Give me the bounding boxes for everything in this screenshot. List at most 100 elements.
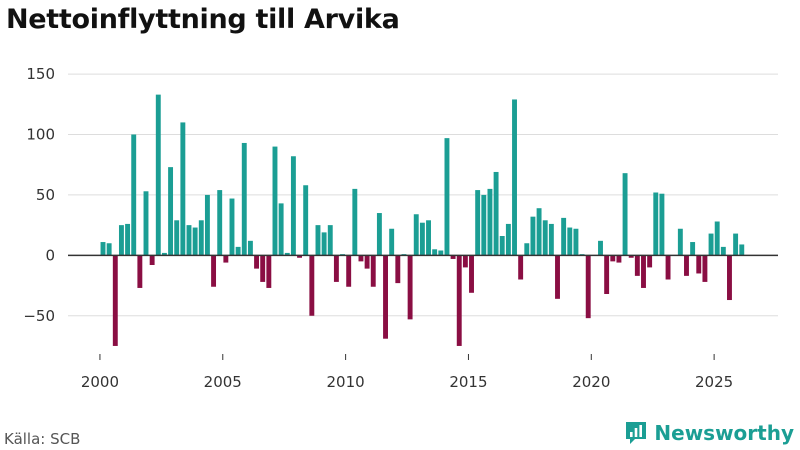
bar [370, 255, 376, 287]
bar [438, 250, 444, 256]
bar [696, 255, 702, 274]
bar [499, 236, 505, 256]
bar [493, 171, 499, 256]
y-tick-label: 100 [26, 126, 55, 144]
bar [561, 217, 567, 256]
bar [272, 146, 278, 256]
bar [653, 192, 659, 256]
x-tick-label: 2010 [327, 373, 365, 391]
gridlines [68, 73, 778, 317]
bar [376, 213, 382, 256]
bar [432, 249, 438, 256]
bar [505, 223, 511, 256]
bar [481, 194, 487, 256]
bar [100, 242, 106, 256]
axes [68, 254, 778, 360]
bar [186, 225, 192, 256]
bar [548, 223, 554, 256]
bar [727, 255, 732, 301]
bar [118, 225, 124, 256]
bar [229, 198, 235, 256]
bar [346, 255, 352, 287]
bar [383, 255, 388, 339]
bar [518, 255, 524, 280]
bar [714, 221, 720, 256]
brand-name: Newsworthy [654, 421, 794, 445]
bar [112, 255, 118, 346]
bar [174, 220, 180, 256]
bar [315, 225, 321, 256]
bar [487, 188, 493, 256]
bar [677, 228, 683, 256]
bar [641, 255, 646, 288]
bar [333, 255, 339, 282]
bar [161, 252, 167, 256]
bar [585, 255, 591, 319]
source-note: Källa: SCB [4, 430, 81, 448]
bar [413, 214, 419, 256]
bar [168, 167, 174, 256]
bar [462, 255, 468, 268]
bar [352, 188, 358, 256]
bar [665, 255, 671, 280]
bar [260, 255, 266, 282]
bar [198, 220, 204, 256]
bar [303, 185, 309, 256]
newsworthy-logo-icon [626, 422, 647, 444]
bar [266, 255, 272, 288]
bar [659, 193, 665, 256]
y-tick-label: 0 [45, 246, 55, 264]
brand-logo: Newsworthy [624, 420, 794, 446]
bar [358, 255, 364, 262]
bar [598, 240, 603, 256]
bar [395, 255, 401, 284]
bar [106, 243, 112, 256]
bar [567, 227, 573, 256]
bar [542, 220, 548, 256]
bar [702, 255, 708, 282]
bar [536, 208, 542, 256]
y-tick-label: 50 [36, 186, 55, 204]
bar [555, 255, 560, 299]
bar [720, 246, 726, 256]
x-tick-label: 2000 [81, 373, 119, 391]
tick-labels: −50 0 50 100 150 2000 2005 2010 2015 2020 2025 [23, 65, 733, 391]
bar [475, 190, 481, 256]
bar [223, 255, 229, 263]
bar [204, 194, 210, 256]
bar [512, 99, 517, 256]
bar [254, 255, 260, 269]
bar [364, 255, 370, 269]
x-tick-label: 2020 [572, 373, 610, 391]
bar [444, 138, 450, 256]
bar [419, 222, 425, 256]
chart-title: Nettoinflyttning till Arvika [6, 4, 400, 35]
bar [143, 191, 149, 256]
bar [180, 122, 186, 256]
bar [733, 233, 739, 256]
bar [450, 255, 456, 259]
bar [327, 225, 333, 256]
bar [469, 255, 474, 293]
bar [309, 255, 315, 316]
bar [235, 246, 241, 256]
bar [524, 243, 530, 256]
bar [241, 142, 247, 256]
bar [456, 255, 462, 346]
bar [211, 255, 217, 287]
x-tick-label: 2025 [695, 373, 733, 391]
bar [321, 232, 327, 256]
bar [604, 255, 610, 294]
bar [622, 173, 628, 256]
bar [647, 255, 653, 268]
bar [628, 255, 634, 258]
bar [149, 255, 155, 265]
bar [247, 240, 253, 256]
bar [284, 252, 290, 256]
bar [573, 228, 579, 256]
bar [426, 220, 431, 256]
bars [100, 94, 745, 346]
bar [684, 255, 689, 276]
bar [297, 255, 302, 258]
